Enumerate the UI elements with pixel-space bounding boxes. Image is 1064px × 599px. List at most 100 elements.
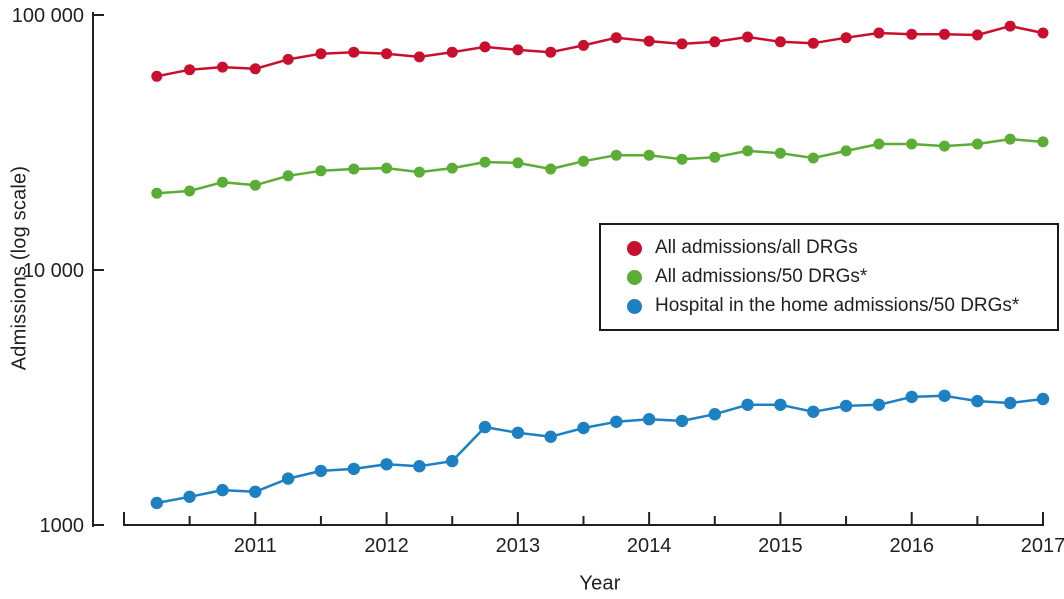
data-point <box>971 394 984 408</box>
data-point <box>413 460 426 473</box>
data-point <box>150 496 163 510</box>
data-point <box>774 36 786 48</box>
data-point <box>643 35 655 47</box>
data-point <box>676 153 688 165</box>
data-point <box>413 166 425 178</box>
data-point <box>217 176 228 188</box>
data-point <box>216 483 229 497</box>
y-axis-title: Admissions (log scale) <box>8 165 31 371</box>
data-point <box>381 162 393 174</box>
data-point <box>971 29 983 41</box>
data-point <box>906 138 918 150</box>
data-point <box>446 162 458 174</box>
x-tick-label: 2017 <box>1021 535 1064 557</box>
data-point <box>347 462 360 476</box>
data-point <box>873 138 885 150</box>
data-point <box>446 46 458 58</box>
data-point <box>971 138 983 150</box>
data-point <box>610 149 622 161</box>
data-point <box>249 179 261 191</box>
data-point <box>183 490 196 503</box>
data-point <box>315 48 327 60</box>
data-point <box>512 44 524 56</box>
data-point <box>872 398 886 411</box>
data-point <box>873 27 885 39</box>
x-tick-label: 2013 <box>496 535 541 557</box>
data-point <box>545 46 557 58</box>
series-line <box>156 394 1044 505</box>
data-point <box>512 157 524 169</box>
data-point <box>642 413 656 426</box>
x-tick-label: 2011 <box>234 535 277 557</box>
data-point <box>249 63 261 75</box>
data-point <box>938 389 951 402</box>
data-point <box>1004 133 1016 145</box>
data-point <box>478 420 492 434</box>
data-point <box>1004 20 1016 32</box>
data-point <box>905 390 918 404</box>
x-tick-label: 2015 <box>758 535 803 557</box>
data-point <box>807 37 819 49</box>
data-point <box>511 426 525 439</box>
data-point <box>413 51 425 63</box>
legend-item-all-admissions-all-drgs: All admissions/all DRGs <box>627 237 1049 259</box>
legend-label: Hospital in the home admissions/50 DRGs* <box>655 295 1020 316</box>
legend-label: All admissions/50 DRGs* <box>655 266 868 287</box>
data-point <box>348 163 360 175</box>
x-tick-label: 2016 <box>889 535 934 557</box>
data-point <box>675 414 689 428</box>
data-point <box>577 421 590 435</box>
data-point <box>151 187 163 199</box>
data-point <box>939 140 950 152</box>
data-point <box>643 149 655 161</box>
data-point <box>839 399 853 413</box>
data-point <box>184 185 196 197</box>
data-point <box>217 61 228 73</box>
data-point <box>1004 396 1017 410</box>
data-point <box>610 415 623 428</box>
data-point <box>151 70 163 82</box>
legend-swatch <box>627 269 642 285</box>
data-point <box>315 165 327 177</box>
data-point <box>249 485 262 498</box>
data-point <box>479 41 491 53</box>
data-point <box>282 170 294 182</box>
x-axis-title: Year <box>579 572 621 595</box>
data-point <box>281 472 295 485</box>
data-point <box>1037 136 1049 148</box>
y-tick-label: 1000 <box>40 515 85 537</box>
data-point <box>314 464 328 478</box>
data-point <box>742 145 754 157</box>
data-point <box>676 38 688 50</box>
data-point <box>479 156 491 168</box>
data-point <box>708 408 721 421</box>
data-point <box>380 458 393 471</box>
data-point <box>774 147 786 159</box>
data-point <box>1036 392 1050 406</box>
data-point <box>840 145 852 157</box>
data-point <box>578 155 589 167</box>
data-point <box>709 151 721 163</box>
data-point <box>741 398 754 411</box>
data-point <box>807 405 820 418</box>
legend-swatch <box>627 240 642 256</box>
data-point <box>348 46 360 58</box>
legend-item-all-admissions-50-drgs: All admissions/50 DRGs* <box>627 266 1049 288</box>
x-tick-label: 2014 <box>627 535 672 557</box>
data-point <box>446 454 459 468</box>
y-tick-label: 100 000 <box>12 5 84 27</box>
data-point <box>774 398 787 411</box>
data-point <box>840 32 852 44</box>
data-point <box>545 163 557 175</box>
x-tick-label: 2012 <box>364 535 409 557</box>
data-point <box>742 31 754 43</box>
data-point <box>1037 27 1049 39</box>
legend-swatch <box>627 298 642 314</box>
data-point <box>807 152 819 164</box>
data-point <box>610 32 622 44</box>
data-point <box>939 28 950 40</box>
series-line <box>156 137 1044 195</box>
data-point <box>709 36 721 48</box>
